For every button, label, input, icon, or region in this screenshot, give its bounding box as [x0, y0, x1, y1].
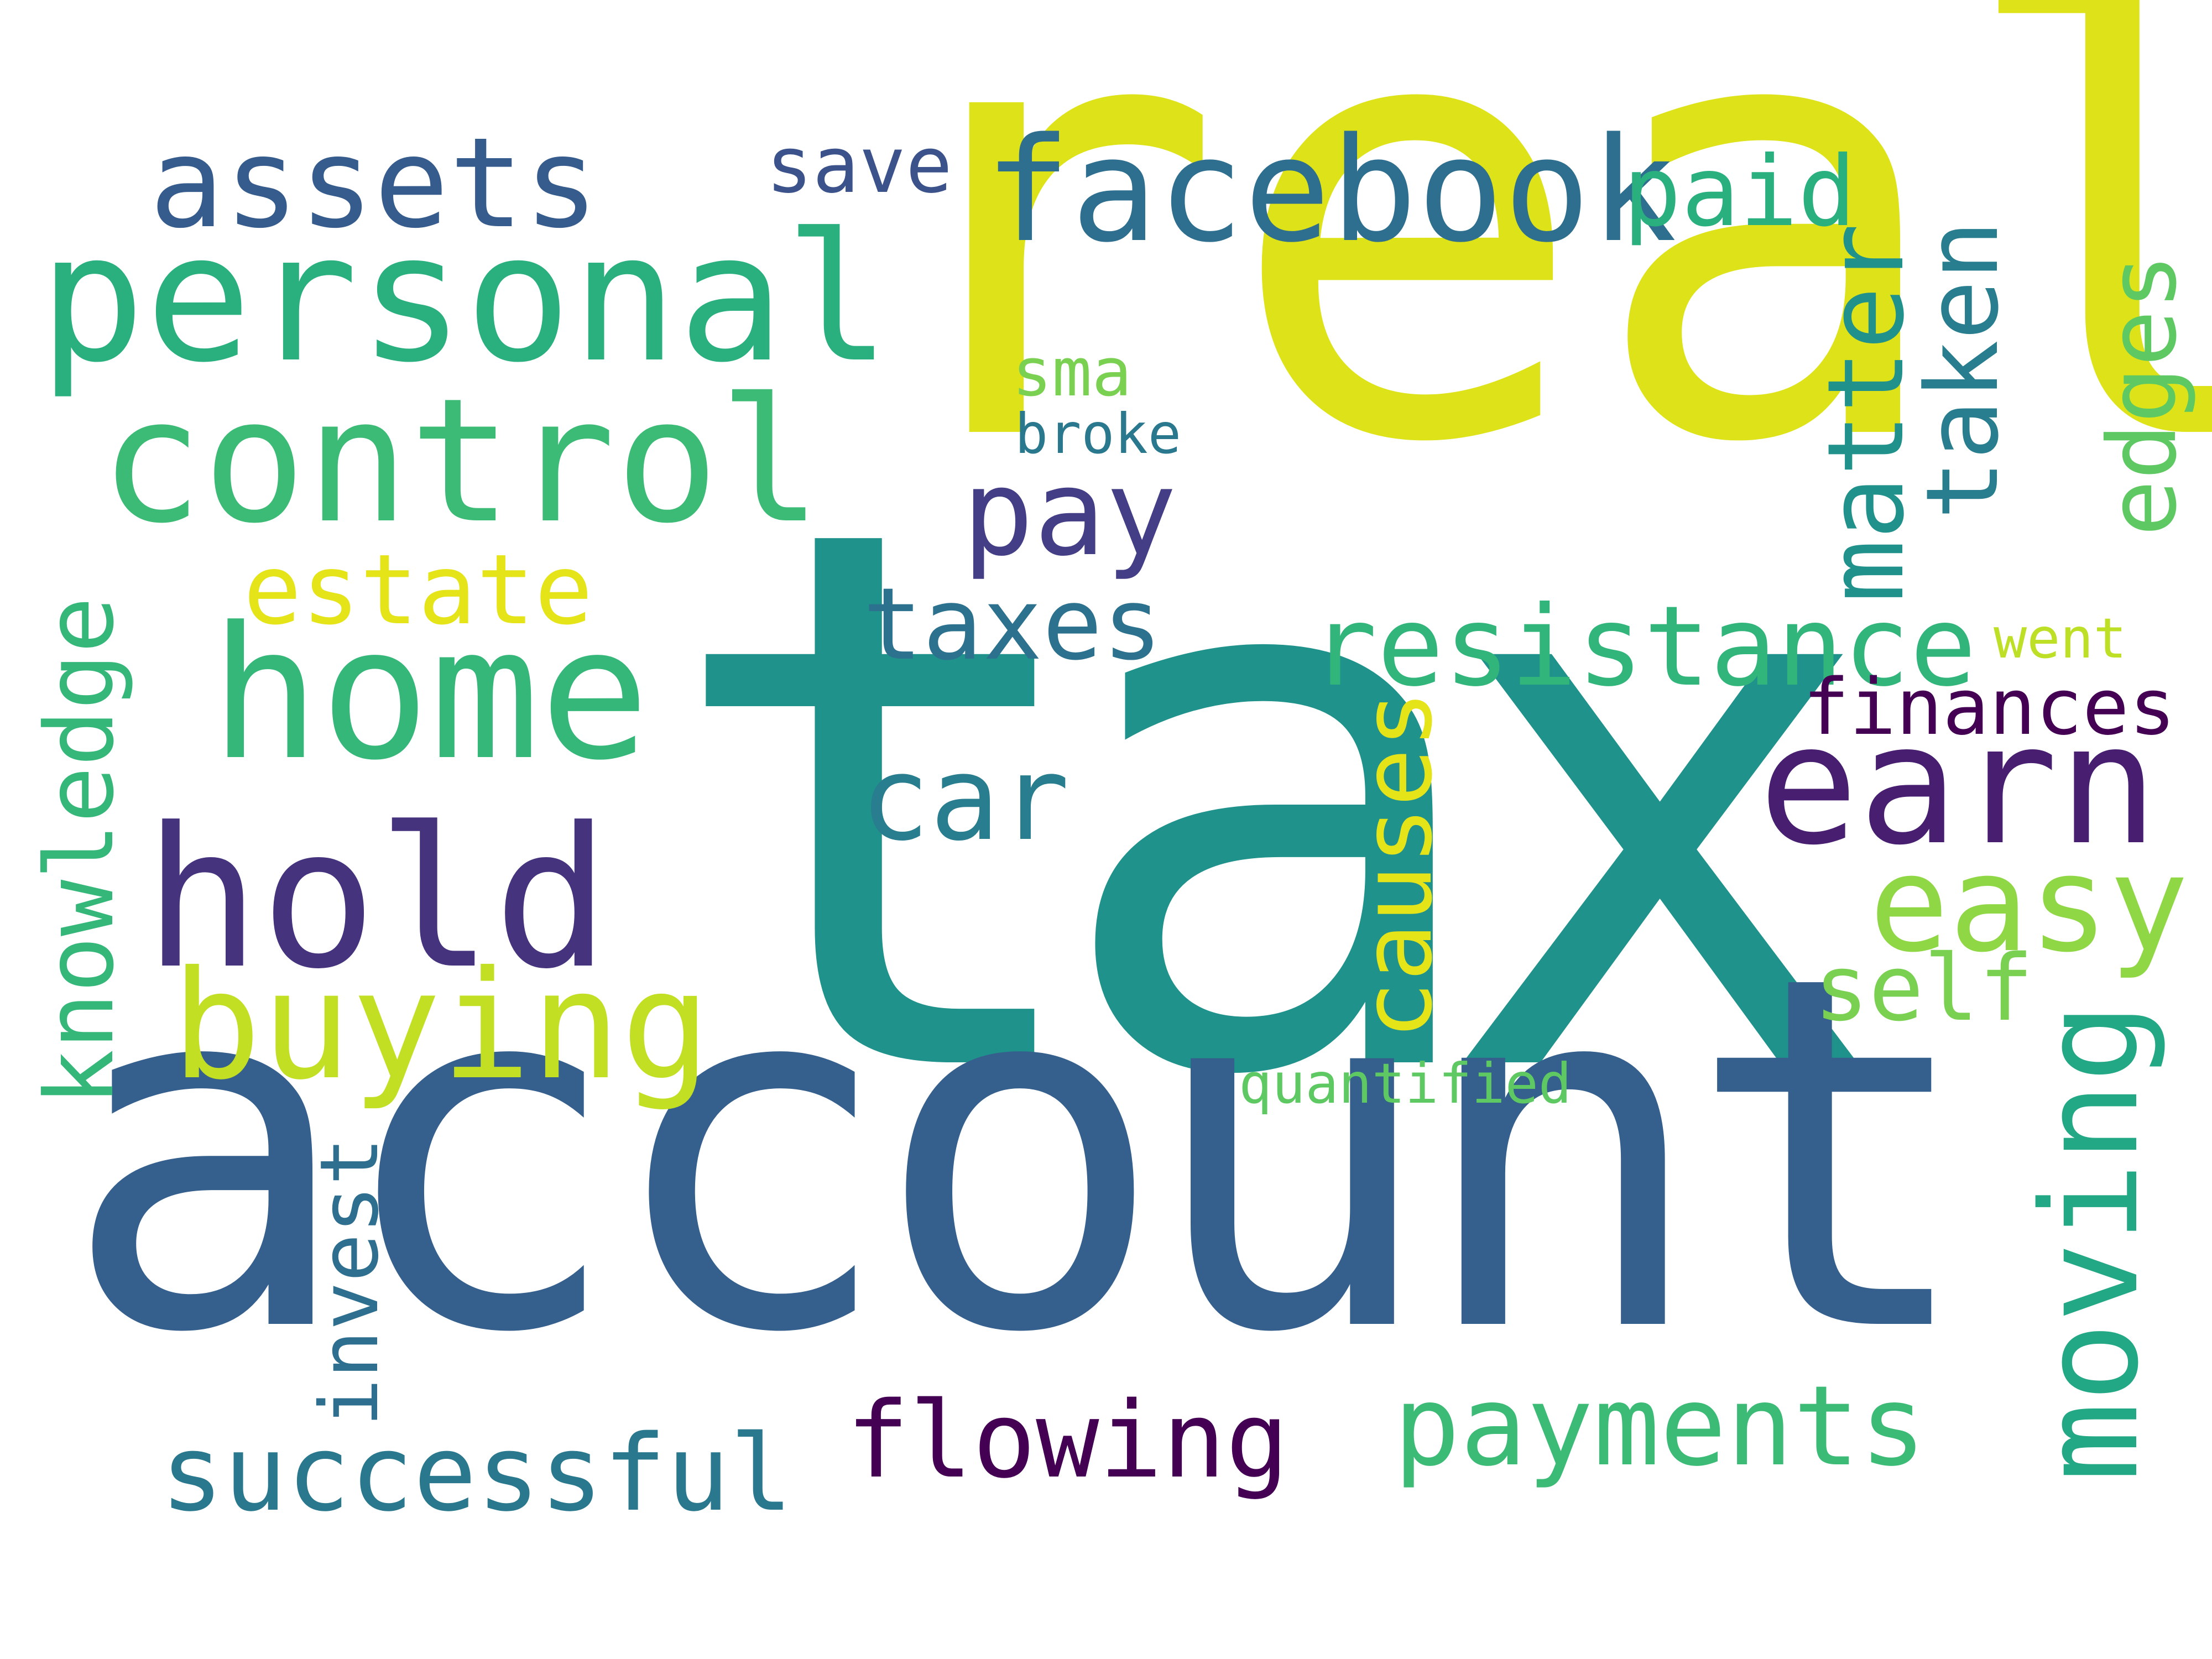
word-account: account [61, 872, 1979, 1439]
word-went: went [1994, 606, 2127, 671]
word-earn: earn [1759, 688, 2158, 881]
word-broke: broke [1015, 401, 1182, 466]
word-easy: easy [1869, 827, 2189, 982]
word-resistance: resistance [1311, 582, 1977, 711]
word-tax: tax [658, 370, 1885, 1239]
word-save: save [766, 121, 953, 211]
word-quantified: quantified [1239, 1051, 1572, 1116]
word-car: car [860, 731, 1070, 867]
word-home: home [210, 588, 650, 800]
word-real: real [863, 0, 2212, 575]
word-knowledge: knowledge [25, 596, 135, 1106]
word-causes: causes [1342, 690, 1454, 1040]
word-moving: moving [2013, 1003, 2168, 1482]
word-personal: personal [39, 196, 891, 401]
word-sma: sma [1012, 335, 1132, 411]
word-paid: paid [1623, 136, 1856, 248]
word-buying: buying [171, 938, 711, 1113]
word-taxes: taxes [863, 567, 1162, 682]
word-flowing: flowing [846, 1379, 1289, 1501]
word-matter: matter [1805, 223, 1927, 603]
word-estate: estate [243, 534, 593, 646]
word-self: self [1814, 935, 2034, 1041]
word-assets: assets [149, 111, 599, 256]
word-pay: pay [962, 444, 1177, 582]
word-payments: payments [1394, 1362, 1927, 1491]
word-finances: finances [1803, 662, 2176, 753]
word-hold: hold [144, 786, 610, 1011]
word-control: control [100, 362, 822, 561]
word-facebook: facebook [984, 107, 1677, 274]
word-edges: edges [2088, 253, 2198, 536]
word-successful: successful [160, 1412, 793, 1535]
word-taken: taken [1905, 220, 2021, 520]
word-invest: invest [303, 1137, 397, 1427]
